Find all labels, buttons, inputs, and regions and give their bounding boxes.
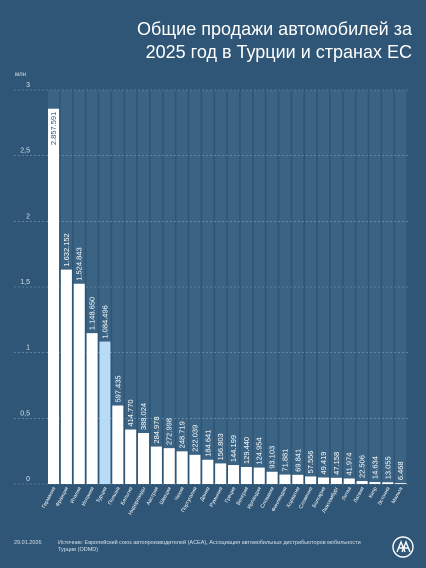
bar: [369, 482, 381, 484]
column-background: [330, 90, 342, 484]
y-tick-label: 0,5: [20, 410, 30, 417]
x-tick-label: Швеция: [159, 486, 173, 506]
bar: [202, 459, 214, 484]
bar: [150, 446, 162, 484]
aa-logo-icon: [392, 536, 414, 558]
bar: [266, 471, 278, 484]
bar: [395, 483, 407, 484]
bar: [125, 429, 137, 484]
value-label: 597.435: [113, 375, 122, 402]
value-label: 69.841: [293, 449, 302, 472]
bar: [189, 454, 201, 484]
value-label: 388.024: [139, 403, 148, 430]
value-label: 49.419: [319, 452, 328, 475]
y-tick-label: 2: [26, 213, 30, 220]
value-label: 14.634: [370, 456, 379, 479]
x-tick-label: Испания: [81, 486, 96, 507]
bar: [240, 467, 252, 484]
column-background: [112, 90, 124, 484]
value-label: 13.055: [383, 456, 392, 479]
x-tick-label: Мальта: [391, 486, 405, 505]
column-background: [86, 90, 98, 484]
column-background: [279, 90, 291, 484]
bar: [99, 341, 111, 484]
value-label: 93.103: [268, 446, 277, 469]
bar: [318, 477, 330, 484]
value-label: 414.770: [126, 399, 135, 426]
value-label: 124.954: [255, 437, 264, 464]
column-background: [150, 90, 162, 484]
y-tick-label: 1: [26, 345, 30, 352]
bar: [305, 476, 317, 484]
value-label: 1.524.843: [75, 247, 84, 280]
bar: [60, 269, 72, 484]
publication-date: 29.01.2026: [14, 540, 42, 546]
x-tick-label: Чехия: [174, 486, 186, 502]
y-tick-label: 2,5: [20, 148, 30, 155]
bar: [215, 463, 227, 484]
y-tick-label: 3: [26, 82, 30, 89]
value-label: 47.158: [332, 452, 341, 475]
value-label: 156.803: [216, 433, 225, 460]
column-background: [266, 90, 278, 484]
y-axis-unit-label: млн: [15, 72, 26, 78]
column-background: [292, 90, 304, 484]
bar: [228, 465, 240, 484]
value-label: 57.556: [306, 450, 315, 473]
x-tick-label: Италия: [69, 486, 83, 505]
value-label: 1.148.650: [88, 297, 97, 330]
bar: [356, 481, 368, 484]
y-tick-label: 1,5: [20, 279, 30, 286]
value-label: 248.719: [178, 421, 187, 448]
x-tick-label: Латвия: [353, 486, 366, 504]
column-background: [99, 90, 111, 484]
value-label: 1.084.496: [100, 305, 109, 338]
chart-title: Общие продажи автомобилей за 2025 год в …: [137, 19, 412, 62]
value-label: 2.857.591: [49, 112, 58, 145]
value-label: 71.881: [280, 449, 289, 472]
x-tick-label: Греция: [224, 486, 237, 504]
bar: [73, 283, 85, 484]
bar: [112, 405, 124, 484]
bar: [343, 478, 355, 484]
bar: [253, 467, 265, 484]
x-tick-label: Кипр: [368, 486, 379, 499]
column-background: [215, 90, 227, 484]
column-background: [228, 90, 240, 484]
x-tick-label: Эстония: [377, 486, 392, 507]
value-label: 272.998: [165, 418, 174, 445]
bar: [86, 333, 98, 484]
bar: [138, 433, 150, 484]
source-note: Источник: Европейский союз автопроизводи…: [58, 540, 361, 553]
value-label: 284.978: [152, 416, 161, 443]
value-label: 184.641: [203, 430, 212, 457]
value-label: 6.468: [396, 461, 405, 480]
column-background: [163, 90, 175, 484]
bar: [292, 474, 304, 484]
y-tick-label: 0: [26, 476, 30, 483]
value-label: 129.440: [242, 437, 251, 464]
column-background: [343, 90, 355, 484]
x-tick-label: Литва: [341, 486, 353, 502]
x-tick-label: Франция: [55, 486, 70, 508]
bar: [163, 448, 175, 484]
value-label: 1.632.152: [62, 233, 71, 266]
column-background: [395, 90, 407, 484]
value-label: 41.974: [345, 453, 354, 476]
bar: [48, 108, 60, 484]
bar: [330, 477, 342, 484]
bar: [279, 474, 291, 484]
value-label: 222.039: [190, 425, 199, 452]
value-label: 22.506: [358, 455, 367, 478]
bar: [382, 482, 394, 484]
value-label: 144.199: [229, 435, 238, 462]
x-tick-label: Дания: [199, 486, 211, 502]
bar: [176, 451, 188, 484]
x-tick-label: Турция: [95, 486, 108, 504]
